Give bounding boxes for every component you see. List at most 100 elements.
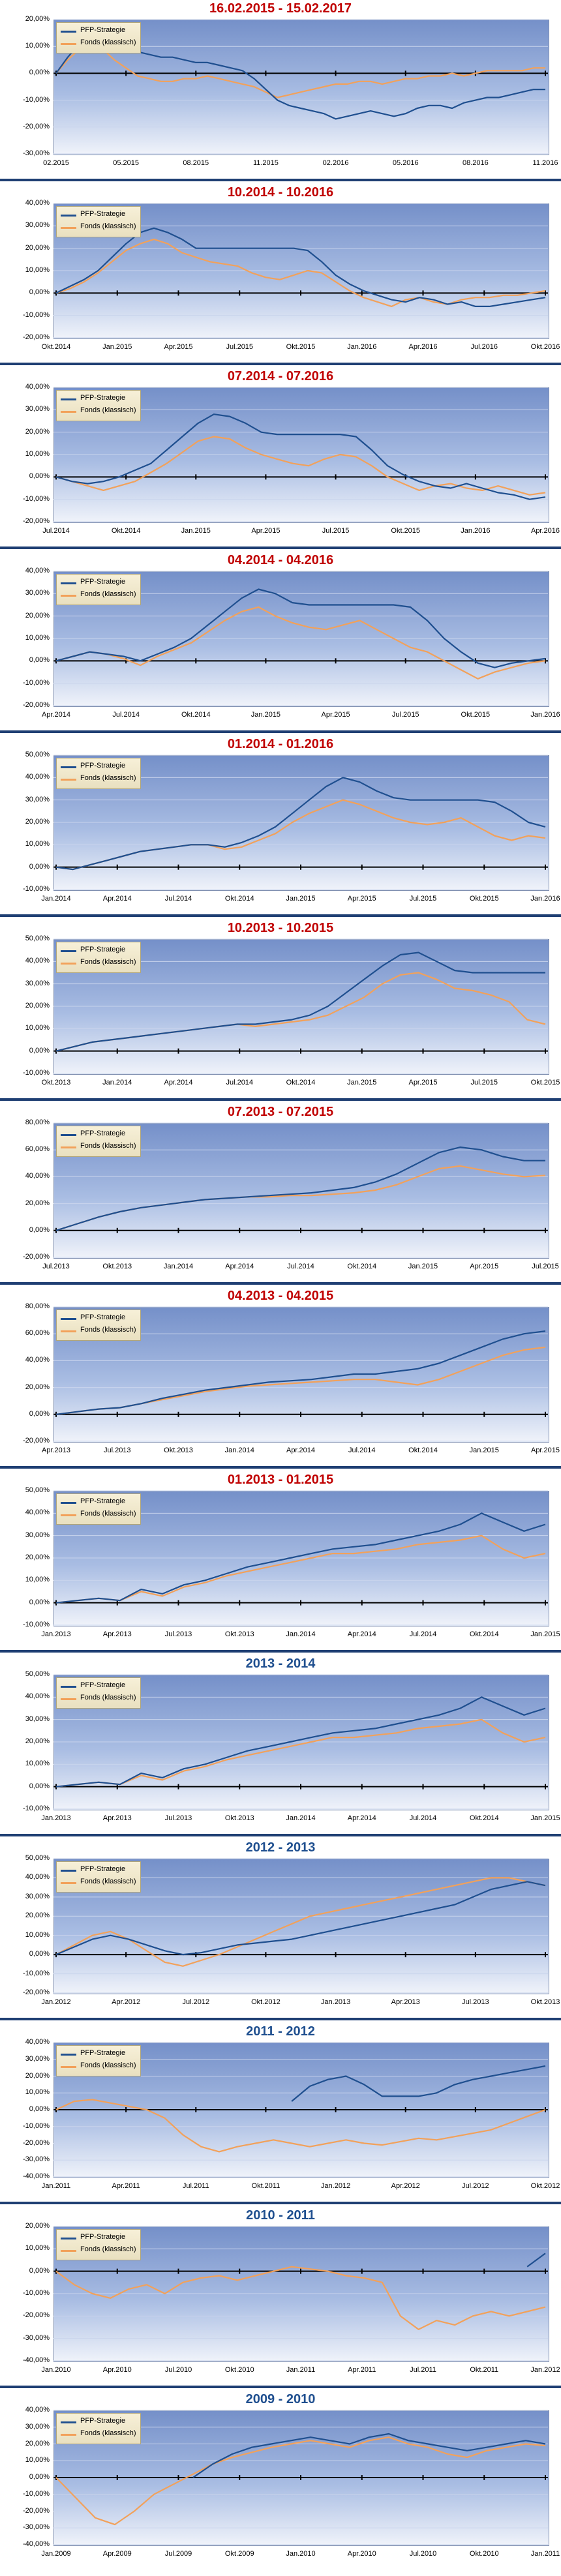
panel-separator <box>0 1466 561 1469</box>
chart-svg <box>53 755 548 890</box>
y-tick-label: 20,00% <box>25 611 50 620</box>
y-tick-label: 60,00% <box>25 1145 50 1154</box>
x-tick-label: Apr.2011 <box>112 2182 140 2190</box>
legend-label: PFP-Strategie <box>80 2049 126 2057</box>
chart-legend: PFP-Strategie Fonds (klassisch) <box>56 1677 141 1709</box>
x-tick-label: Apr.2015 <box>470 1263 499 1270</box>
y-tick-label: 40,00% <box>25 1508 50 1517</box>
y-tick-label: 40,00% <box>25 957 50 965</box>
y-tick-label: 30,00% <box>25 589 50 597</box>
y-tick-label: 10,00% <box>25 1024 50 1032</box>
series-line-fonds-klassisch <box>55 1535 546 1604</box>
x-tick-label: Jan.2012 <box>530 2366 560 2374</box>
x-tick-label: Okt.2014 <box>41 343 71 351</box>
x-tick-label: Okt.2014 <box>111 527 141 535</box>
y-tick-label: 40,00% <box>25 383 50 391</box>
series-line-pfp-strategie <box>55 1696 546 1788</box>
y-tick-label: 30,00% <box>25 2422 50 2431</box>
series-line-pfp-strategie <box>55 777 546 871</box>
x-tick-label: Jan.2011 <box>41 2182 71 2190</box>
series-line-fonds-klassisch <box>55 2436 546 2526</box>
x-tick-label: Apr.2014 <box>347 1630 376 1638</box>
x-tick-label: Jul.2014 <box>112 711 140 719</box>
y-tick-label: 40,00% <box>25 1356 50 1364</box>
series-line-fonds-klassisch <box>55 2266 546 2330</box>
legend-swatch <box>61 227 76 229</box>
x-tick-label: Apr.2011 <box>348 2366 376 2374</box>
legend-swatch <box>61 1502 76 1504</box>
chart-svg <box>53 571 548 706</box>
chart-title: 16.02.2015 - 15.02.2017 <box>209 1 352 16</box>
chart-title: 10.2013 - 10.2015 <box>227 921 334 935</box>
legend-swatch <box>61 1318 76 1320</box>
x-tick-label: Jan.2014 <box>163 1263 194 1270</box>
legend-swatch <box>61 963 76 965</box>
x-tick-label: Jul.2010 <box>409 2550 437 2558</box>
x-tick-label: Jan.2010 <box>286 2550 316 2558</box>
legend-swatch <box>61 1870 76 1872</box>
series-line-fonds-klassisch <box>55 1718 546 1788</box>
x-tick-label: Okt.2010 <box>224 2366 254 2374</box>
x-tick-label: Apr.2010 <box>102 2366 132 2374</box>
x-tick-label: Apr.2014 <box>225 1263 254 1270</box>
x-tick-label: Okt.2015 <box>391 527 421 535</box>
x-tick-label: Jan.2015 <box>286 895 316 903</box>
y-tick-label: 20,00% <box>25 1911 50 1920</box>
chart-legend: PFP-Strategie Fonds (klassisch) <box>56 1310 141 1341</box>
y-tick-label: 30,00% <box>25 979 50 987</box>
x-tick-label: Jan.2011 <box>286 2366 316 2374</box>
legend-swatch <box>61 950 76 952</box>
x-tick-label: Jan.2015 <box>347 1079 377 1086</box>
series-line-fonds-klassisch <box>55 1165 546 1231</box>
legend-swatch <box>61 1330 76 1332</box>
series-line-fonds-klassisch <box>55 43 545 98</box>
x-tick-label: Jul.2014 <box>409 1630 437 1638</box>
y-tick-label: -20,00% <box>23 122 50 130</box>
x-tick-label: 11.2015 <box>252 159 279 167</box>
series-line-fonds-klassisch <box>55 436 546 496</box>
series-line-fonds-klassisch <box>55 1877 546 1967</box>
chart-panel: 2010 - 2011 20,00% 10,00% 0,00% -10,00% -20,0… <box>0 2207 561 2383</box>
x-tick-label: Okt.2014 <box>469 1630 499 1638</box>
chart-legend: PFP-Strategie Fonds (klassisch) <box>56 758 141 789</box>
chart-legend: PFP-Strategie Fonds (klassisch) <box>56 1493 141 1525</box>
chart-legend: PFP-Strategie Fonds (klassisch) <box>56 1861 141 1893</box>
y-tick-label: 50,00% <box>25 1854 50 1862</box>
x-tick-label: Jul.2014 <box>164 895 192 903</box>
chart-panel: 10.2013 - 10.2015 50,00% 40,00% 30,00% 20,00… <box>0 920 561 1096</box>
x-tick-label: Jan.2015 <box>250 711 281 719</box>
x-tick-label: Okt.2014 <box>286 1079 316 1086</box>
x-tick-label: Jan.2016 <box>347 343 377 351</box>
y-tick-label: 60,00% <box>25 1329 50 1338</box>
x-tick-label: Okt.2013 <box>102 1263 132 1270</box>
y-tick-label: -10,00% <box>23 1069 50 1077</box>
chart-panel: 2011 - 2012 40,00% 30,00% 20,00% 10,00% 0,00%… <box>0 2023 561 2199</box>
y-tick-label: 30,00% <box>25 1715 50 1723</box>
x-tick-label: Okt.2015 <box>530 1079 560 1086</box>
y-tick-label: 20,00% <box>25 1737 50 1745</box>
legend-swatch <box>61 1134 76 1136</box>
legend-label: PFP-Strategie <box>80 1130 126 1137</box>
legend-swatch <box>61 1514 76 1516</box>
y-tick-label: 0,00% <box>29 2266 50 2275</box>
chart-panel: 10.2014 - 10.2016 40,00% 30,00% 20,00% 10,00… <box>0 184 561 360</box>
legend-swatch <box>61 779 76 781</box>
y-tick-label: 10,00% <box>25 450 50 458</box>
y-tick-label: -20,00% <box>23 1988 50 1996</box>
x-tick-label: Jul.2015 <box>470 1079 498 1086</box>
x-tick-label: Apr.2014 <box>347 1814 376 1822</box>
x-tick-label: Okt.2016 <box>530 343 560 351</box>
x-tick-label: 05.2016 <box>392 159 419 167</box>
x-tick-label: Jul.2016 <box>470 343 498 351</box>
x-tick-label: Jul.2015 <box>391 711 419 719</box>
x-tick-label: Apr.2012 <box>112 1998 141 2006</box>
y-tick-label: -30,00% <box>23 149 50 157</box>
panel-separator <box>0 2386 561 2388</box>
legend-label: Fonds (klassisch) <box>80 38 136 46</box>
y-tick-label: 0,00% <box>29 68 50 77</box>
x-tick-label: 02.2015 <box>43 159 69 167</box>
x-tick-label: Okt.2015 <box>461 711 491 719</box>
x-tick-label: Okt.2014 <box>408 1446 438 1454</box>
x-tick-label: Apr.2014 <box>102 895 132 903</box>
legend-label: PFP-Strategie <box>80 762 126 770</box>
